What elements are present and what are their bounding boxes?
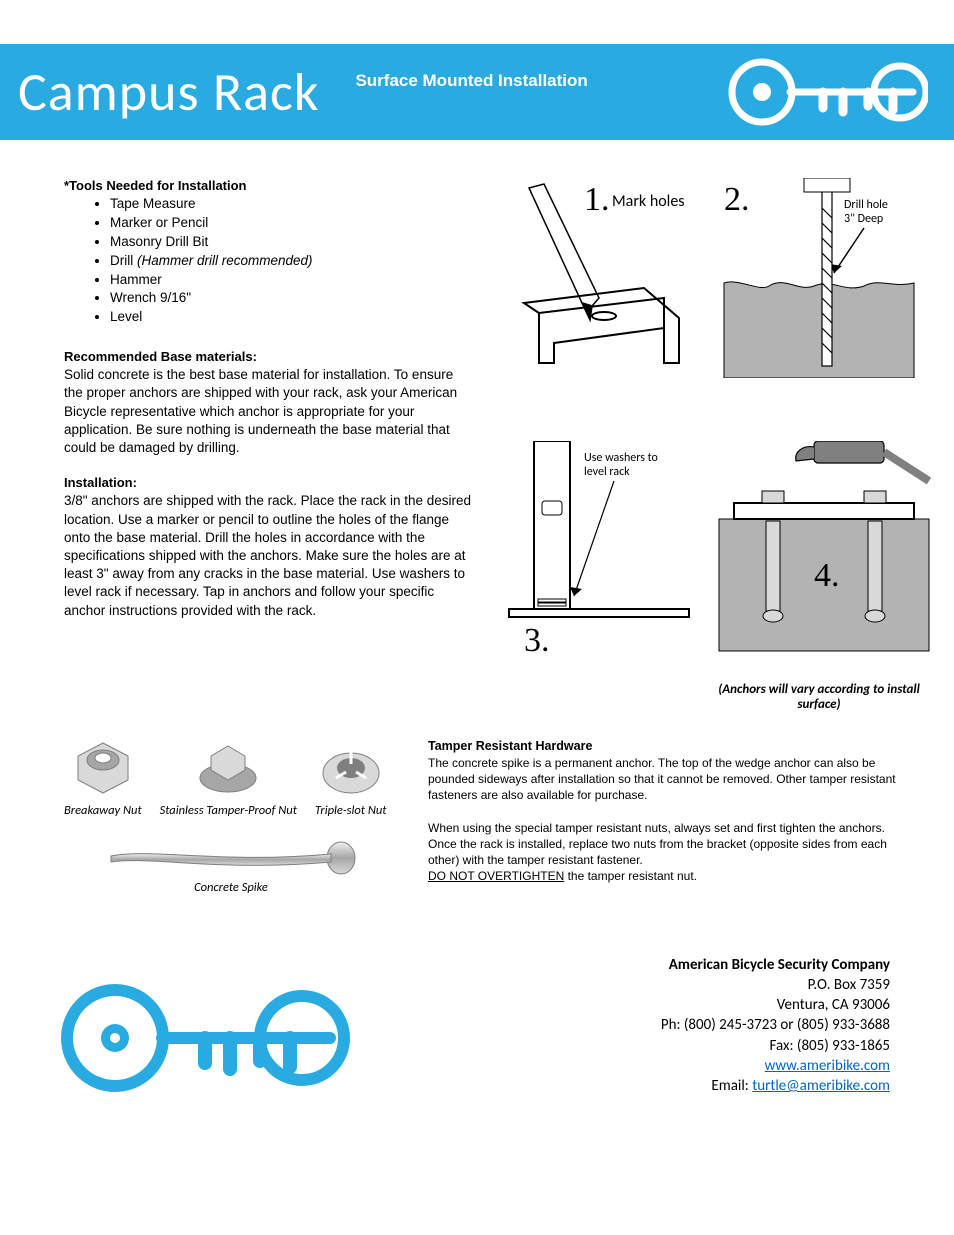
page-title: Campus Rack	[18, 59, 319, 125]
step-label: Use washers to	[584, 451, 658, 465]
tamper-p2: When using the special tamper resistant …	[428, 820, 906, 869]
diagrams-column: 1. Mark holes	[474, 178, 934, 712]
tools-list: Tape Measure Marker or Pencil Masonry Dr…	[64, 195, 474, 327]
list-item: Marker or Pencil	[110, 214, 474, 233]
step-number: 1.	[584, 181, 610, 218]
footer: American Bicycle Security Company P.O. B…	[0, 895, 954, 1127]
diagram-step-2: 2. Drill hole 3" Deep	[714, 178, 934, 381]
nut-tripleslot: Triple-slot Nut	[315, 738, 387, 818]
diagram-step-1: 1. Mark holes	[504, 178, 704, 381]
nut-tamperproof: Stainless Tamper-Proof Nut	[160, 738, 297, 818]
addr2: Ventura, CA 93006	[661, 995, 890, 1015]
tamper-heading: Tamper Resistant Hardware	[428, 738, 906, 755]
fax: Fax: (805) 933-1865	[661, 1036, 890, 1056]
email-line: Email: turtle@ameribike.com	[661, 1076, 890, 1096]
step-number: 4.	[814, 557, 840, 594]
install-body: 3/8" anchors are shipped with the rack. …	[64, 492, 474, 620]
svg-text:level rack: level rack	[584, 465, 630, 479]
hardware-images: Breakaway Nut Stainless Tamper-Proof Nut	[64, 738, 398, 895]
base-body: Solid concrete is the best base material…	[64, 366, 474, 457]
email-link[interactable]: turtle@ameribike.com	[752, 1077, 890, 1095]
lower-section: Breakaway Nut Stainless Tamper-Proof Nut	[0, 712, 954, 895]
step-number: 2.	[724, 181, 750, 218]
tools-heading: *Tools Needed for Installation	[64, 178, 474, 193]
step-number: 3.	[524, 622, 550, 659]
contact-info: American Bicycle Security Company P.O. B…	[661, 955, 890, 1097]
website-link[interactable]: www.ameribike.com	[765, 1057, 890, 1075]
list-item: Drill (Hammer drill recommended)	[110, 252, 474, 271]
main-content: *Tools Needed for Installation Tape Meas…	[0, 140, 954, 712]
diagram-step-3: Use washers to level rack 3.	[504, 441, 704, 664]
list-item: Masonry Drill Bit	[110, 233, 474, 252]
left-column: *Tools Needed for Installation Tape Meas…	[64, 178, 474, 712]
tamper-p1: The concrete spike is a permanent anchor…	[428, 755, 906, 804]
page-subtitle: Surface Mounted Installation	[355, 71, 587, 91]
svg-text:3" Deep: 3" Deep	[844, 212, 883, 226]
footer-logo-icon	[60, 983, 350, 1096]
company-name: American Bicycle Security Company	[661, 955, 890, 975]
list-item: Level	[110, 308, 474, 327]
anchors-note: (Anchors will vary according to install …	[704, 682, 934, 712]
install-heading: Installation:	[64, 475, 474, 490]
list-item: Tape Measure	[110, 195, 474, 214]
tamper-p3: DO NOT OVERTIGHTEN the tamper resistant …	[428, 868, 906, 884]
key-logo-icon	[728, 58, 928, 129]
step-label: Mark holes	[612, 192, 685, 211]
nut-breakaway: Breakaway Nut	[64, 738, 142, 818]
diagram-step-4: 4.	[714, 441, 934, 664]
header-bar: Campus Rack Surface Mounted Installation	[0, 44, 954, 140]
tamper-text: Tamper Resistant Hardware The concrete s…	[398, 738, 906, 895]
step-label: Drill hole	[844, 198, 888, 212]
list-item: Hammer	[110, 271, 474, 290]
list-item: Wrench 9/16"	[110, 289, 474, 308]
phone: Ph: (800) 245-3723 or (805) 933-3688	[661, 1015, 890, 1035]
base-heading: Recommended Base materials:	[64, 349, 474, 364]
addr1: P.O. Box 7359	[661, 975, 890, 995]
concrete-spike: Concrete Spike	[64, 838, 398, 895]
